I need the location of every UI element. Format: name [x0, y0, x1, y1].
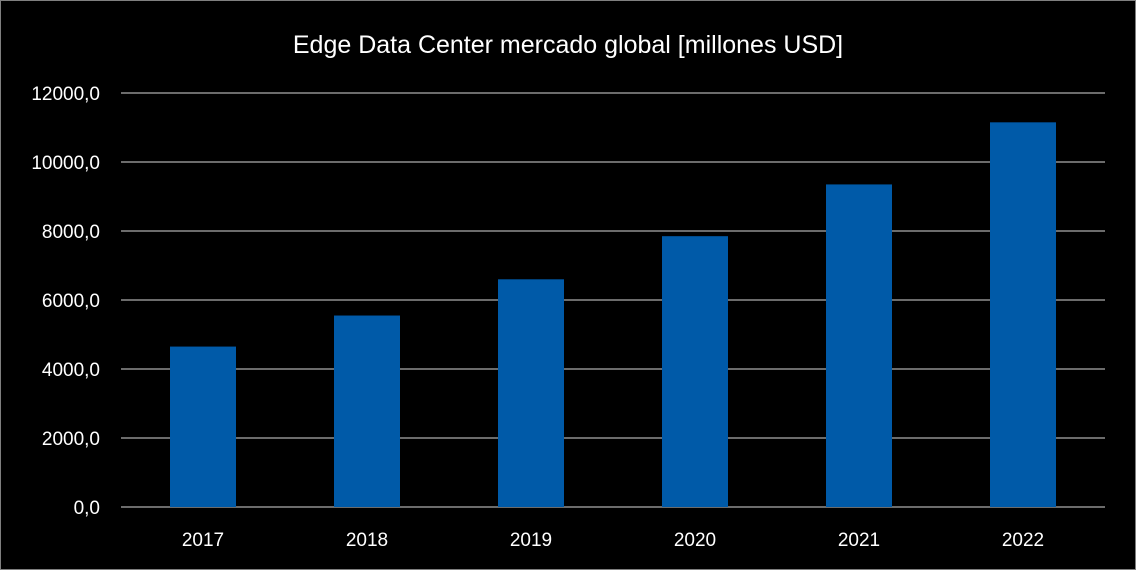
y-tick-label: 6000,0: [42, 291, 100, 312]
gridlines: [121, 92, 1105, 508]
bar-2018: [334, 315, 400, 507]
bars: [170, 122, 1056, 508]
y-tick-label: 0,0: [74, 498, 100, 519]
y-tick-label: 8000,0: [42, 222, 100, 243]
y-axis-ticks: 0,0 2000,0 4000,0 6000,0 8000,0 10000,0 12000,…: [31, 84, 100, 519]
x-axis-ticks: 2017 2018 2019 2020 2021 2022: [182, 530, 1044, 551]
x-tick-label: 2018: [346, 530, 388, 551]
x-tick-label: 2020: [674, 530, 716, 551]
x-tick-label: 2022: [1002, 530, 1044, 551]
chart-title: Edge Data Center mercado global [millone…: [293, 31, 843, 59]
y-tick-label: 4000,0: [42, 360, 100, 381]
bar-2017: [170, 346, 236, 507]
bar-2020: [662, 236, 728, 508]
y-tick-label: 10000,0: [31, 153, 100, 174]
y-tick-label: 2000,0: [42, 429, 100, 450]
y-tick-label: 12000,0: [31, 84, 100, 105]
x-tick-label: 2021: [838, 530, 880, 551]
bar-2022: [990, 122, 1056, 507]
bar-2021: [826, 184, 892, 508]
x-tick-label: 2019: [510, 530, 552, 551]
bar-2019: [498, 279, 564, 507]
x-tick-label: 2017: [182, 530, 224, 551]
